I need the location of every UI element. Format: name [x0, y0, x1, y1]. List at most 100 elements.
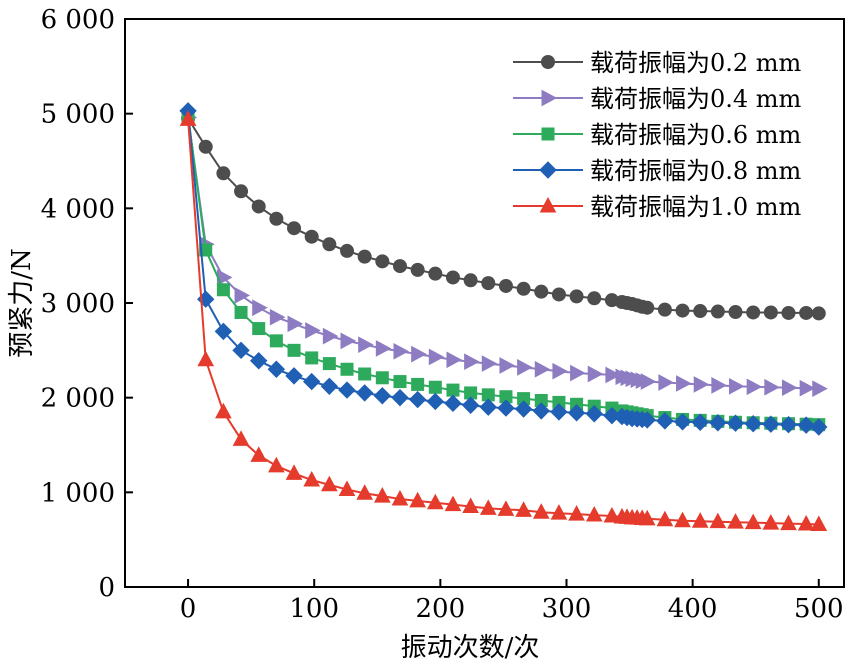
data-point — [410, 262, 425, 277]
data-point — [305, 351, 319, 365]
data-point — [550, 504, 568, 520]
data-point — [810, 515, 828, 532]
data-point — [444, 495, 462, 512]
data-point — [514, 400, 533, 418]
data-point — [322, 357, 336, 371]
data-point — [676, 375, 692, 392]
data-point — [373, 487, 391, 503]
data-point — [640, 373, 657, 390]
data-point — [251, 199, 266, 214]
series-5 — [179, 110, 828, 532]
data-point — [303, 470, 321, 487]
data-point — [726, 414, 745, 432]
data-point — [762, 514, 780, 530]
data-point — [267, 360, 286, 378]
data-point — [781, 379, 798, 397]
data-point — [462, 497, 479, 514]
data-point — [463, 273, 478, 288]
data-point — [446, 383, 460, 397]
y-axis-title: 预紧力/N — [7, 248, 37, 358]
data-point — [534, 284, 549, 299]
data-point — [234, 287, 251, 304]
data-point — [762, 415, 780, 433]
data-point — [305, 322, 321, 339]
data-point — [516, 281, 531, 296]
data-point — [411, 345, 427, 363]
data-point — [197, 350, 215, 367]
data-point — [287, 343, 301, 357]
data-point — [232, 430, 250, 446]
series-layer — [179, 102, 828, 532]
data-point — [444, 394, 462, 413]
data-point — [657, 302, 672, 317]
y-tick-label: 4 000 — [41, 194, 115, 224]
data-point — [216, 283, 230, 297]
legend-label: 载荷振幅为0.4 mm — [590, 85, 802, 113]
data-point — [638, 509, 656, 526]
data-point — [744, 513, 762, 530]
data-point — [428, 266, 443, 281]
data-point — [515, 501, 532, 517]
x-axis-title: 振动次数/次 — [401, 633, 540, 663]
legend-marker — [541, 127, 555, 141]
data-point — [479, 398, 497, 416]
data-point — [587, 365, 604, 383]
data-point — [391, 489, 409, 506]
data-point — [216, 166, 231, 181]
data-point — [481, 355, 498, 372]
data-point — [779, 415, 798, 434]
data-point — [780, 514, 797, 531]
data-point — [393, 342, 410, 360]
legend-label: 载荷振幅为0.2 mm — [590, 49, 802, 77]
legend-item: 载荷振幅为0.2 mm — [513, 49, 802, 77]
data-point — [640, 300, 655, 315]
data-point — [532, 402, 550, 420]
data-point — [763, 305, 778, 320]
data-point — [691, 512, 709, 528]
data-point — [269, 308, 286, 326]
data-point — [340, 332, 357, 350]
data-point — [797, 514, 815, 531]
legend-item: 载荷振幅为1.0 mm — [513, 193, 802, 221]
legend-item: 载荷振幅为0.8 mm — [513, 157, 802, 185]
data-point — [693, 304, 708, 319]
data-point — [446, 351, 463, 369]
data-point — [269, 211, 284, 226]
data-point — [304, 229, 319, 244]
data-point — [338, 381, 356, 399]
data-point — [285, 367, 303, 385]
data-point — [656, 412, 674, 430]
data-point — [198, 139, 213, 154]
data-point — [411, 377, 425, 391]
legend-item: 载荷振幅为0.6 mm — [513, 121, 802, 149]
data-point — [709, 512, 727, 529]
data-point — [675, 303, 690, 318]
data-point — [673, 413, 692, 431]
data-point — [497, 399, 515, 417]
data-point — [567, 404, 586, 422]
data-point — [214, 322, 233, 341]
data-point — [426, 392, 445, 411]
data-point — [481, 276, 496, 291]
y-tick-label: 2 000 — [41, 384, 115, 414]
series-4 — [179, 102, 828, 436]
data-point — [550, 403, 568, 421]
x-tick-label: 400 — [668, 594, 718, 624]
data-point — [744, 414, 762, 433]
legend-marker — [539, 161, 557, 179]
data-point — [232, 341, 250, 360]
data-point — [711, 377, 727, 394]
data-point — [302, 372, 321, 391]
data-point — [499, 357, 516, 374]
legend-label: 载荷振幅为0.8 mm — [590, 157, 802, 185]
data-point — [570, 364, 586, 382]
data-point — [532, 503, 550, 519]
data-point — [728, 304, 743, 319]
data-point — [464, 353, 480, 371]
data-point — [498, 278, 513, 293]
data-point — [727, 513, 744, 529]
legend-marker — [541, 55, 555, 69]
data-point — [321, 475, 338, 492]
data-point — [764, 378, 780, 396]
